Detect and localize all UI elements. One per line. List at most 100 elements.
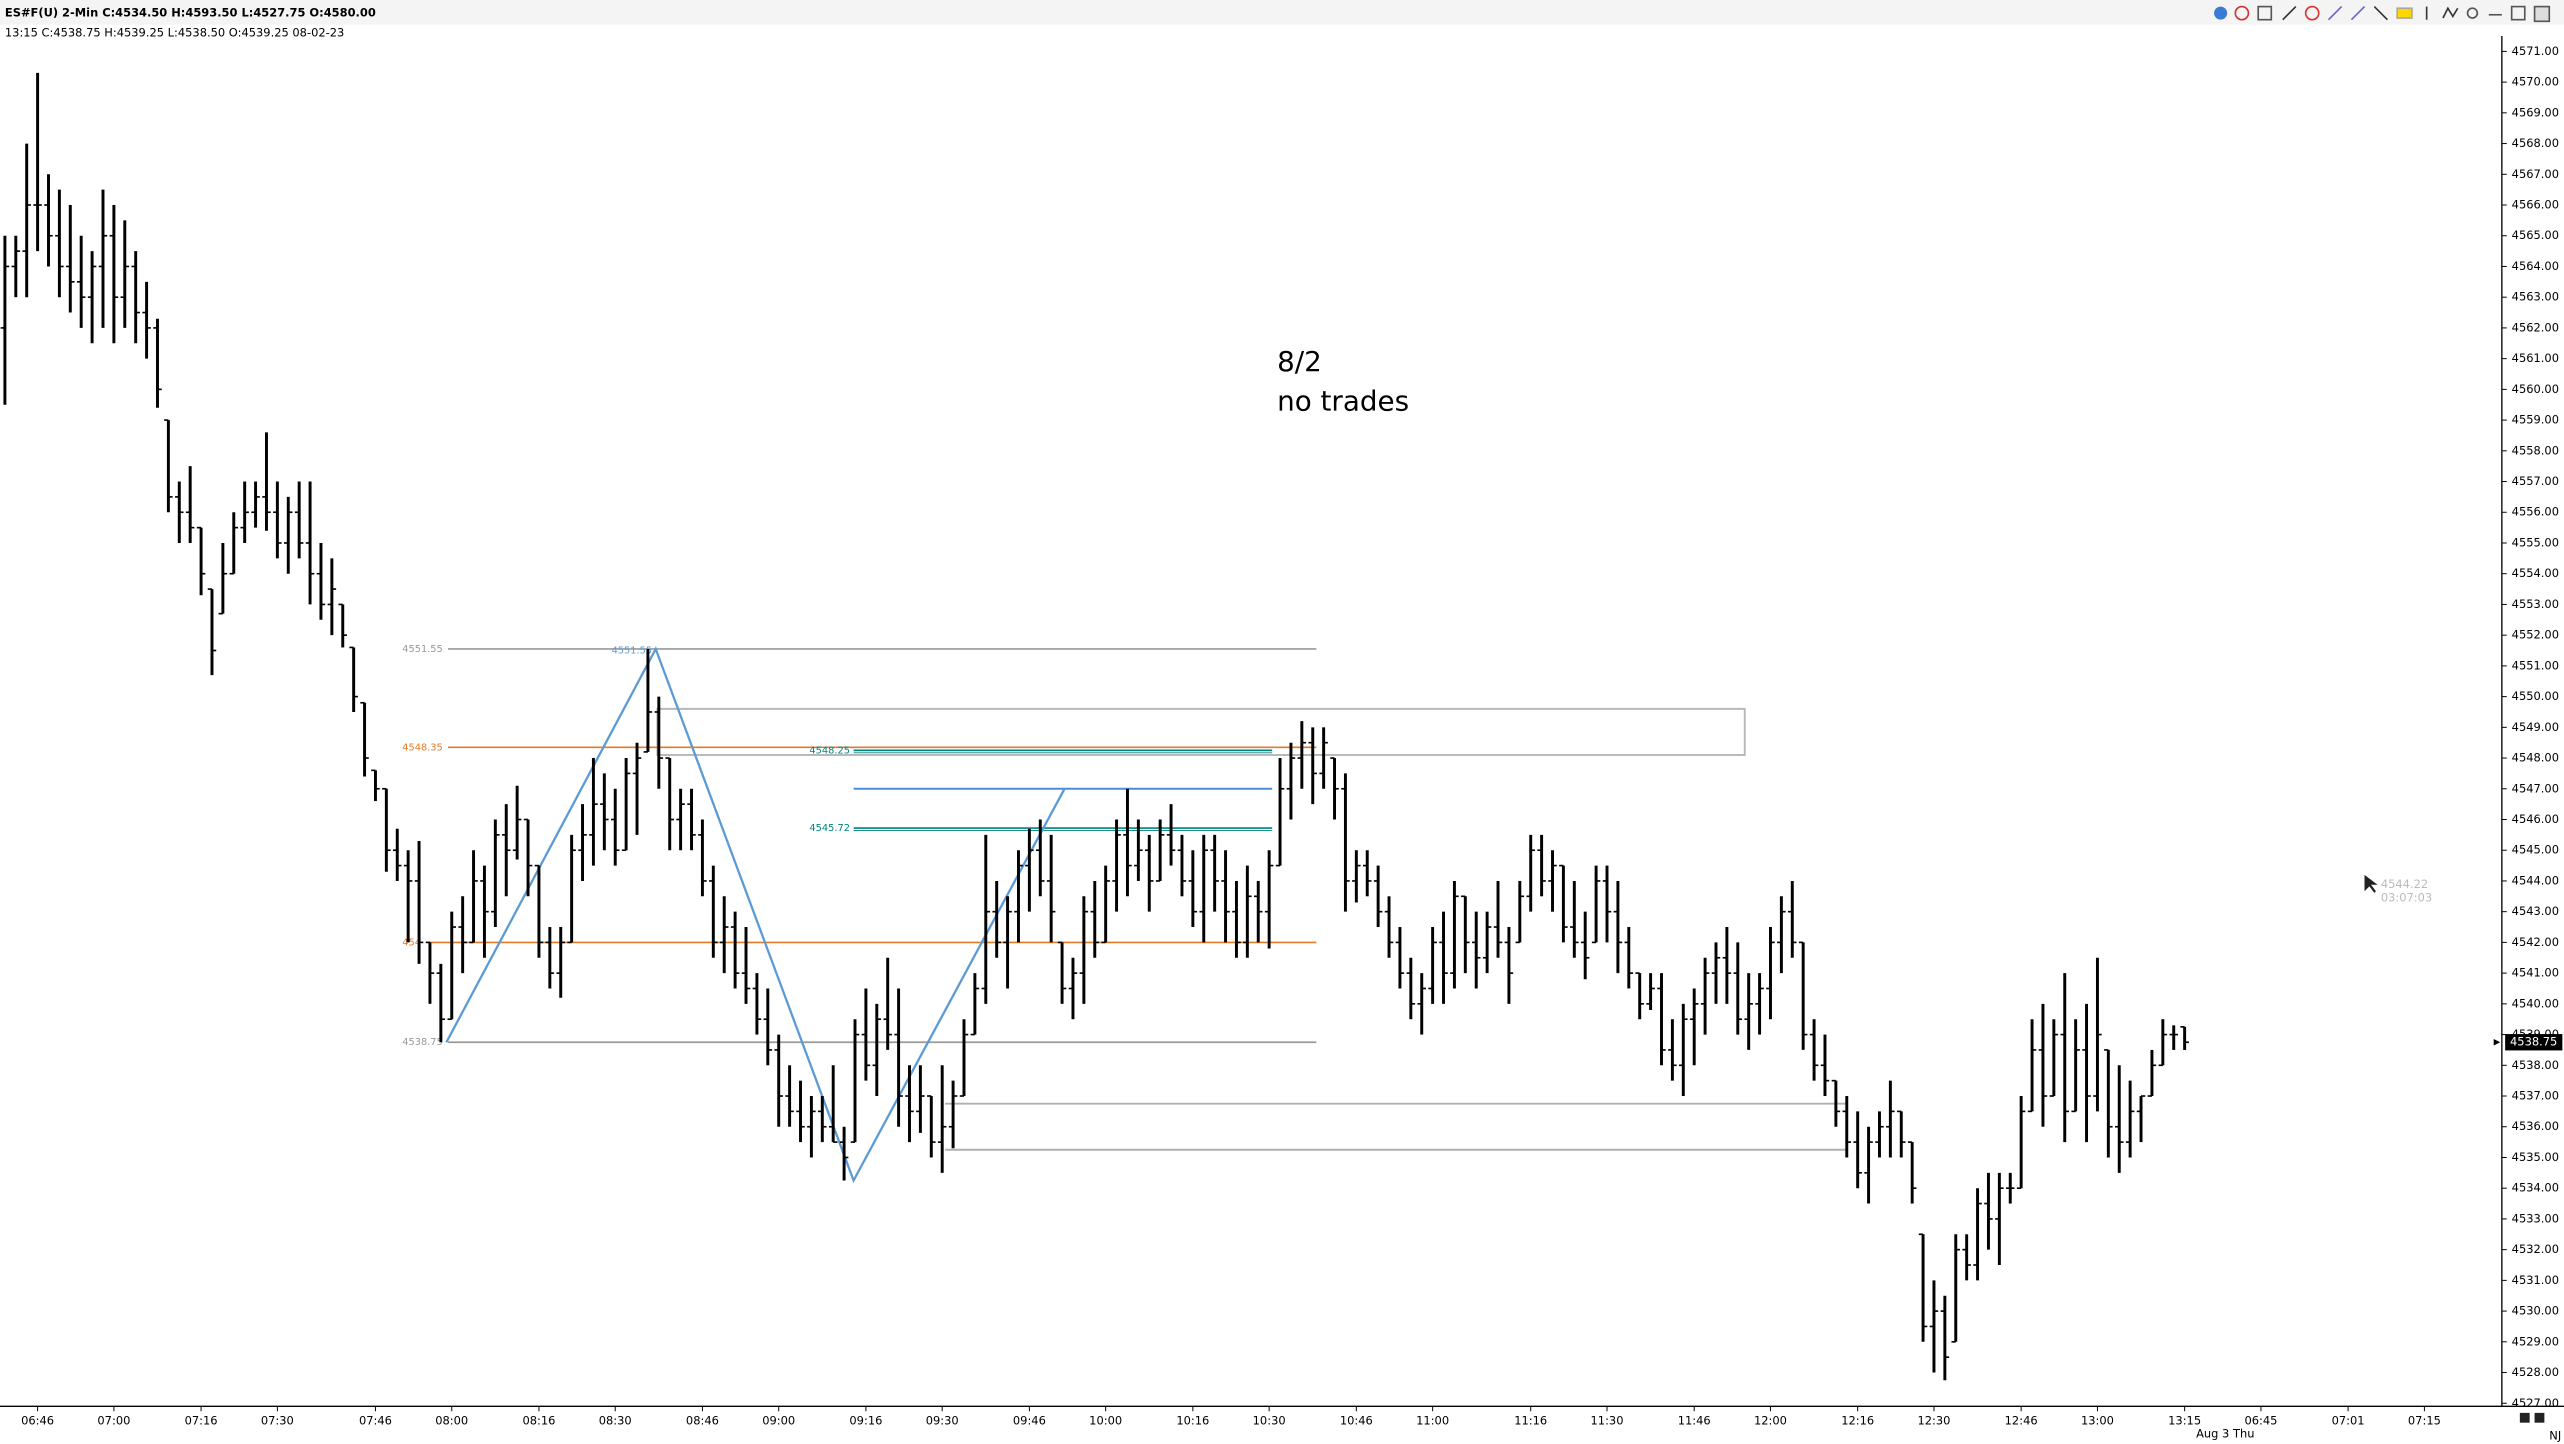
y-tick-label: 4553.00: [2512, 597, 2559, 611]
toolbar: [2214, 5, 2551, 23]
y-tick-label: 4532.00: [2512, 1242, 2559, 1256]
level-label: 4548.25: [809, 745, 850, 756]
corner-label: NJ: [2549, 1428, 2561, 1442]
y-tick-label: 4549.00: [2512, 720, 2559, 734]
y-tick-label: 4533.00: [2512, 1211, 2559, 1225]
y-tick-label: 4555.00: [2512, 535, 2559, 549]
mouse-cursor: [2364, 874, 2378, 893]
header: ES#F(U) 2-Min C:4534.50 H:4593.50 L:4527…: [5, 6, 376, 20]
tool-icon[interactable]: [2373, 6, 2388, 21]
zigzag: [445, 646, 1066, 1184]
y-tick-label: 4564.00: [2512, 259, 2559, 273]
y-tick-label: 4543.00: [2512, 904, 2559, 918]
tool-icon[interactable]: [2396, 7, 2413, 19]
x-tick-label: 10:30: [1253, 1414, 1286, 1428]
x-tick-label: 11:46: [1678, 1414, 1711, 1428]
cursor-price: 4544.22: [2381, 877, 2428, 891]
x-tick-label: 12:30: [1917, 1414, 1950, 1428]
y-tick-label: 4560.00: [2512, 382, 2559, 396]
y-tick-label: 4566.00: [2512, 198, 2559, 212]
y-tick-label: 4563.00: [2512, 290, 2559, 304]
tool-icon[interactable]: [2304, 5, 2320, 21]
y-tick-label: 4530.00: [2512, 1304, 2559, 1318]
title-bar: [0, 0, 2564, 25]
x-tick-label: 08:00: [435, 1414, 468, 1428]
x-tick-label: 12:16: [1841, 1414, 1874, 1428]
x-tick-label: 10:00: [1089, 1414, 1122, 1428]
date-label: Aug 3 Thu: [2196, 1427, 2254, 1441]
x-tick-label: 07:46: [359, 1414, 392, 1428]
x-tick-label: 07:30: [261, 1414, 294, 1428]
y-tick-label: 4529.00: [2512, 1334, 2559, 1348]
tool-icon[interactable]: [2466, 7, 2479, 19]
y-tick-label: 4558.00: [2512, 443, 2559, 457]
bars: [0, 72, 2189, 1381]
y-tick-label: 4548.00: [2512, 751, 2559, 765]
y-tick-label: 4542.00: [2512, 935, 2559, 949]
y-tick-label: 4528.00: [2512, 1365, 2559, 1379]
zigzag-label: 4551.55: [612, 646, 653, 657]
x-tick-label: 07:16: [185, 1414, 218, 1428]
x-tick-label: 07:00: [97, 1414, 130, 1428]
level-label: 4551.55: [402, 644, 443, 655]
window-close[interactable]: [2533, 5, 2551, 23]
x-tick-label: 07:15: [2408, 1414, 2441, 1428]
x-tick-label: 09:16: [849, 1414, 882, 1428]
x-tick-label: 11:30: [1591, 1414, 1624, 1428]
last-price-label: 4538.75: [2510, 1035, 2557, 1049]
last-price-box: [2505, 1034, 2563, 1051]
tool-icon[interactable]: [2282, 6, 2297, 21]
corner-icon: [2534, 1412, 2545, 1423]
y-tick-label: 4559.00: [2512, 413, 2559, 427]
y-tick-label: 4534.00: [2512, 1181, 2559, 1195]
y-tick-label: 4556.00: [2512, 505, 2559, 519]
x-tick-label: 12:46: [2005, 1414, 2038, 1428]
y-tick-label: 4546.00: [2512, 812, 2559, 826]
x-tick-label: 10:16: [1176, 1414, 1209, 1428]
level-label: 4548.35: [402, 742, 443, 753]
tool-icon[interactable]: [2214, 6, 2228, 20]
y-tick-label: 4545.00: [2512, 843, 2559, 857]
y-tick-label: 4554.00: [2512, 566, 2559, 580]
x-tick-label: 09:30: [926, 1414, 959, 1428]
y-tick-label: 4561.00: [2512, 351, 2559, 365]
y-tick-label: 4527.00: [2512, 1396, 2559, 1410]
cursor-time: 03:07:03: [2381, 890, 2432, 904]
level-label: 4538.75: [402, 1037, 443, 1048]
y-tick-label: 4562.00: [2512, 320, 2559, 334]
x-tick-label: 10:46: [1340, 1414, 1373, 1428]
x-tick-label: 06:46: [21, 1414, 54, 1428]
y-tick-label: 4544.00: [2512, 873, 2559, 887]
y-tick-label: 4571.00: [2512, 44, 2559, 58]
window-restore[interactable]: [2510, 5, 2526, 21]
y-tick-label: 4547.00: [2512, 781, 2559, 795]
x-tick-label: 11:00: [1416, 1414, 1449, 1428]
x-tick-label: 08:30: [599, 1414, 632, 1428]
x-tick-label: 11:16: [1514, 1414, 1547, 1428]
tool-icon[interactable]: [2234, 5, 2250, 21]
y-tick-label: 4568.00: [2512, 136, 2559, 150]
y-tick-label: 4565.00: [2512, 228, 2559, 242]
y-tick-label: 4557.00: [2512, 474, 2559, 488]
annotation: 8/2: [1277, 345, 1322, 378]
tool-icon[interactable]: [2350, 6, 2366, 21]
y-tick-label: 4536.00: [2512, 1119, 2559, 1133]
y-tick-label: 4550.00: [2512, 689, 2559, 703]
y-tick-label: 4569.00: [2512, 105, 2559, 119]
x-tick-label: 13:00: [2081, 1414, 2114, 1428]
tool-icon[interactable]: [2442, 6, 2459, 19]
x-tick-label: 09:46: [1013, 1414, 1046, 1428]
x-tick-label: 06:45: [2244, 1414, 2277, 1428]
y-tick-label: 4541.00: [2512, 966, 2559, 980]
annotation: no trades: [1277, 384, 1409, 417]
x-tick-label: 08:16: [522, 1414, 555, 1428]
price-pointer: [2493, 1038, 2501, 1046]
x-tick-label: 12:00: [1754, 1414, 1787, 1428]
tool-icon[interactable]: [2257, 5, 2273, 21]
corner-icon: [2519, 1412, 2530, 1423]
x-tick-label: 09:00: [762, 1414, 795, 1428]
x-tick-label: 07:01: [2332, 1414, 2365, 1428]
y-tick-label: 4535.00: [2512, 1150, 2559, 1164]
tool-icon[interactable]: [2327, 6, 2343, 21]
